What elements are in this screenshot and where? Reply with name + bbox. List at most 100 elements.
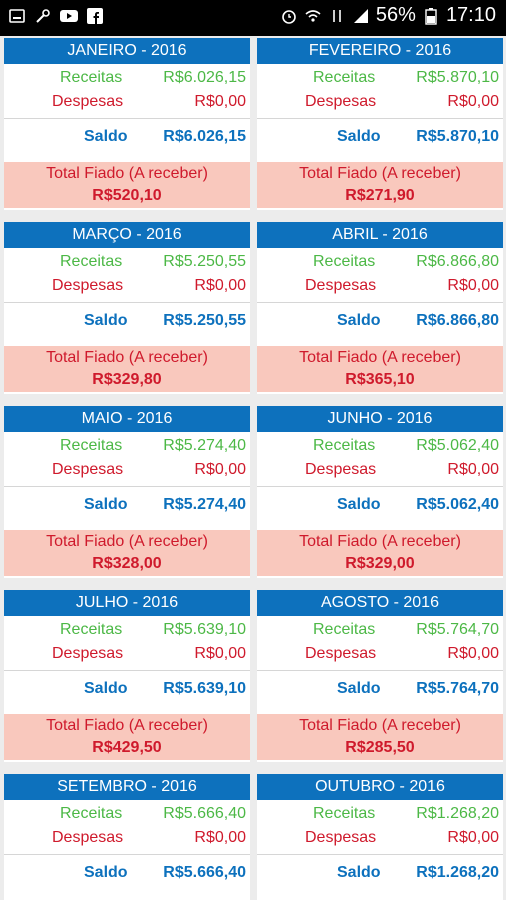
screenshot-icon xyxy=(8,7,26,25)
month-card[interactable]: FEVEREIRO - 2016 Receitas R$5.870,10 Des… xyxy=(257,38,503,210)
fiado-box: Total Fiado (A receber) R$520,10 xyxy=(4,162,250,208)
month-title: FEVEREIRO - 2016 xyxy=(257,38,503,64)
despesas-label: Despesas xyxy=(305,93,377,110)
receitas-value: R$5.250,55 xyxy=(163,253,246,270)
divider xyxy=(4,118,250,119)
month-card[interactable]: MARÇO - 2016 Receitas R$5.250,55 Despesa… xyxy=(4,222,250,394)
despesas-label: Despesas xyxy=(52,829,124,846)
status-time: 17:10 xyxy=(445,4,496,26)
fiado-label: Total Fiado (A receber) xyxy=(46,533,208,550)
fiado-label: Total Fiado (A receber) xyxy=(299,349,461,366)
fiado-label: Total Fiado (A receber) xyxy=(299,717,461,734)
fiado-value: R$328,00 xyxy=(92,555,162,572)
receitas-value: R$5.639,10 xyxy=(163,621,246,638)
divider xyxy=(257,118,503,119)
despesas-value: R$0,00 xyxy=(447,93,499,110)
receitas-value: R$1.268,20 xyxy=(416,805,499,822)
fiado-box: Total Fiado (A receber) R$271,90 xyxy=(257,162,503,208)
fiado-value: R$429,50 xyxy=(92,739,162,756)
saldo-value: R$5.764,70 xyxy=(416,680,499,697)
divider xyxy=(4,854,250,855)
receitas-label: Receitas xyxy=(313,69,376,86)
despesas-label: Despesas xyxy=(52,93,124,110)
saldo-value: R$6.866,80 xyxy=(416,312,499,329)
divider xyxy=(4,486,250,487)
month-title: MARÇO - 2016 xyxy=(4,222,250,248)
saldo-value: R$5.062,40 xyxy=(416,496,499,513)
divider xyxy=(4,670,250,671)
fiado-box: Total Fiado (A receber) R$329,00 xyxy=(257,530,503,576)
receitas-value: R$5.062,40 xyxy=(416,437,499,454)
month-card[interactable]: ABRIL - 2016 Receitas R$6.866,80 Despesa… xyxy=(257,222,503,394)
divider xyxy=(257,486,503,487)
divider xyxy=(257,854,503,855)
saldo-label: Saldo xyxy=(84,864,128,881)
divider xyxy=(4,302,250,303)
youtube-icon xyxy=(60,7,78,25)
month-title: JANEIRO - 2016 xyxy=(4,38,250,64)
receitas-label: Receitas xyxy=(60,69,123,86)
divider xyxy=(257,670,503,671)
month-card[interactable]: SETEMBRO - 2016 Receitas R$5.666,40 Desp… xyxy=(4,774,250,900)
despesas-label: Despesas xyxy=(52,461,124,478)
divider xyxy=(257,302,503,303)
despesas-label: Despesas xyxy=(52,277,124,294)
despesas-label: Despesas xyxy=(305,277,377,294)
wifi-icon xyxy=(304,7,322,25)
month-title: ABRIL - 2016 xyxy=(257,222,503,248)
receitas-label: Receitas xyxy=(313,621,376,638)
month-card[interactable]: AGOSTO - 2016 Receitas R$5.764,70 Despes… xyxy=(257,590,503,762)
despesas-value: R$0,00 xyxy=(447,277,499,294)
month-card[interactable]: MAIO - 2016 Receitas R$5.274,40 Despesas… xyxy=(4,406,250,578)
month-title: AGOSTO - 2016 xyxy=(257,590,503,616)
despesas-label: Despesas xyxy=(305,461,377,478)
fiado-value: R$520,10 xyxy=(92,187,162,204)
signal-icon xyxy=(352,7,370,25)
saldo-label: Saldo xyxy=(337,680,381,697)
saldo-value: R$1.268,20 xyxy=(416,864,499,881)
saldo-value: R$5.250,55 xyxy=(163,312,246,329)
fiado-value: R$285,50 xyxy=(345,739,415,756)
fiado-value: R$329,80 xyxy=(92,371,162,388)
receitas-value: R$6.026,15 xyxy=(163,69,246,86)
fiado-box: Total Fiado (A receber) R$429,50 xyxy=(4,714,250,760)
data-icon xyxy=(328,7,346,25)
fiado-box: Total Fiado (A receber) R$329,80 xyxy=(4,346,250,392)
despesas-value: R$0,00 xyxy=(194,277,246,294)
saldo-label: Saldo xyxy=(337,312,381,329)
saldo-label: Saldo xyxy=(84,680,128,697)
despesas-value: R$0,00 xyxy=(194,93,246,110)
month-card[interactable]: JULHO - 2016 Receitas R$5.639,10 Despesa… xyxy=(4,590,250,762)
receitas-label: Receitas xyxy=(313,253,376,270)
fiado-label: Total Fiado (A receber) xyxy=(46,349,208,366)
despesas-value: R$0,00 xyxy=(447,645,499,662)
saldo-value: R$5.870,10 xyxy=(416,128,499,145)
saldo-label: Saldo xyxy=(337,128,381,145)
receitas-value: R$5.666,40 xyxy=(163,805,246,822)
despesas-value: R$0,00 xyxy=(194,829,246,846)
tools-icon xyxy=(34,7,52,25)
receitas-value: R$5.274,40 xyxy=(163,437,246,454)
saldo-value: R$5.274,40 xyxy=(163,496,246,513)
month-title: OUTUBRO - 2016 xyxy=(257,774,503,800)
fiado-box: Total Fiado (A receber) R$365,10 xyxy=(257,346,503,392)
saldo-label: Saldo xyxy=(84,128,128,145)
despesas-value: R$0,00 xyxy=(194,645,246,662)
despesas-label: Despesas xyxy=(52,645,124,662)
receitas-label: Receitas xyxy=(313,805,376,822)
receitas-value: R$5.764,70 xyxy=(416,621,499,638)
month-card[interactable]: OUTUBRO - 2016 Receitas R$1.268,20 Despe… xyxy=(257,774,503,900)
month-card[interactable]: JANEIRO - 2016 Receitas R$6.026,15 Despe… xyxy=(4,38,250,210)
month-title: SETEMBRO - 2016 xyxy=(4,774,250,800)
month-card[interactable]: JUNHO - 2016 Receitas R$5.062,40 Despesa… xyxy=(257,406,503,578)
receitas-value: R$5.870,10 xyxy=(416,69,499,86)
saldo-label: Saldo xyxy=(337,496,381,513)
receitas-label: Receitas xyxy=(60,621,123,638)
month-title: MAIO - 2016 xyxy=(4,406,250,432)
saldo-value: R$5.639,10 xyxy=(163,680,246,697)
status-bar: 56% 17:10 xyxy=(0,0,506,36)
despesas-value: R$0,00 xyxy=(447,461,499,478)
despesas-value: R$0,00 xyxy=(194,461,246,478)
saldo-value: R$6.026,15 xyxy=(163,128,246,145)
battery-icon xyxy=(422,7,440,25)
